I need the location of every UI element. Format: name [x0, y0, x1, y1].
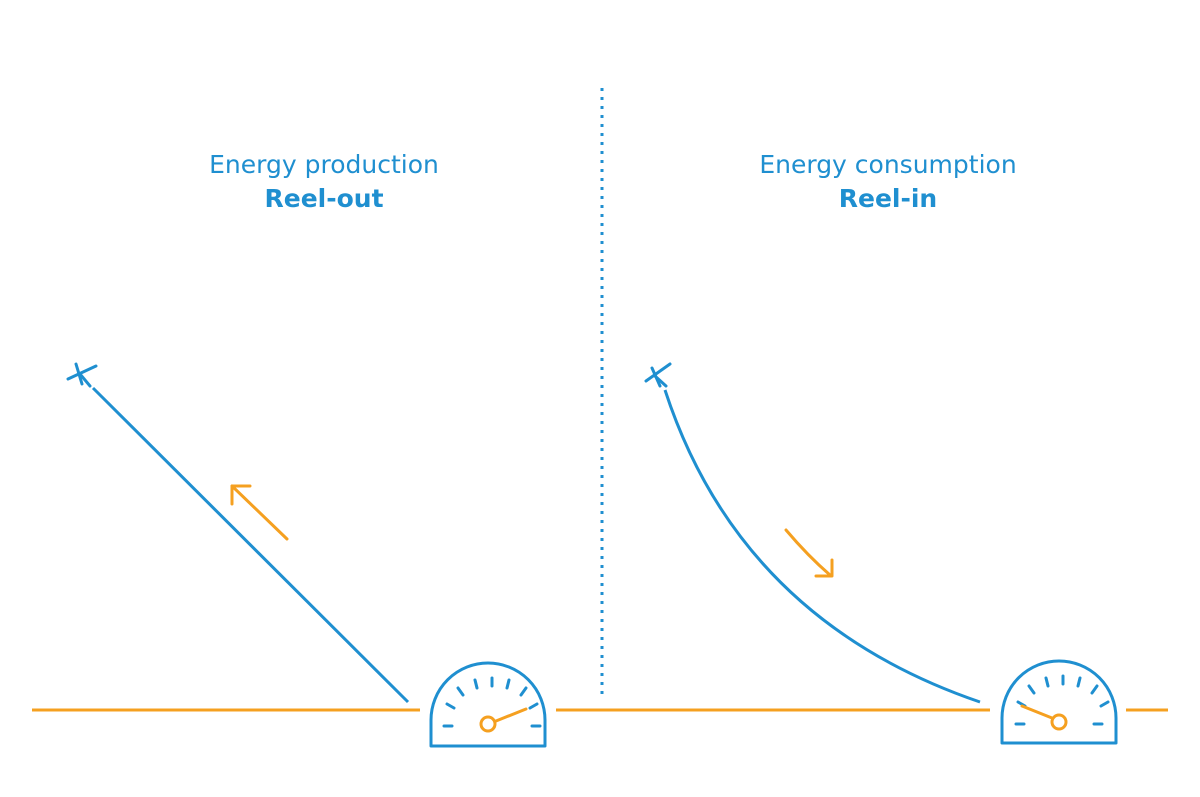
right-gauge-icon: [1000, 659, 1118, 745]
right-tether: [663, 389, 981, 704]
left-tether: [91, 386, 410, 704]
left-kite-icon: [66, 362, 98, 388]
right-panel-title: Energy consumption: [759, 150, 1017, 179]
left-panel-title: Energy production: [209, 150, 439, 179]
right-kite-icon: [644, 362, 672, 388]
reel-in-arrow-icon: [784, 528, 834, 578]
right-panel-subtitle: Reel-in: [838, 184, 938, 213]
reel-out-arrow-icon: [230, 484, 289, 541]
left-panel-subtitle: Reel-out: [264, 184, 384, 213]
left-gauge-icon: [429, 661, 547, 748]
right-panel-heading: Energy consumption Reel-in: [658, 148, 1118, 216]
left-panel-heading: Energy production Reel-out: [94, 148, 554, 216]
